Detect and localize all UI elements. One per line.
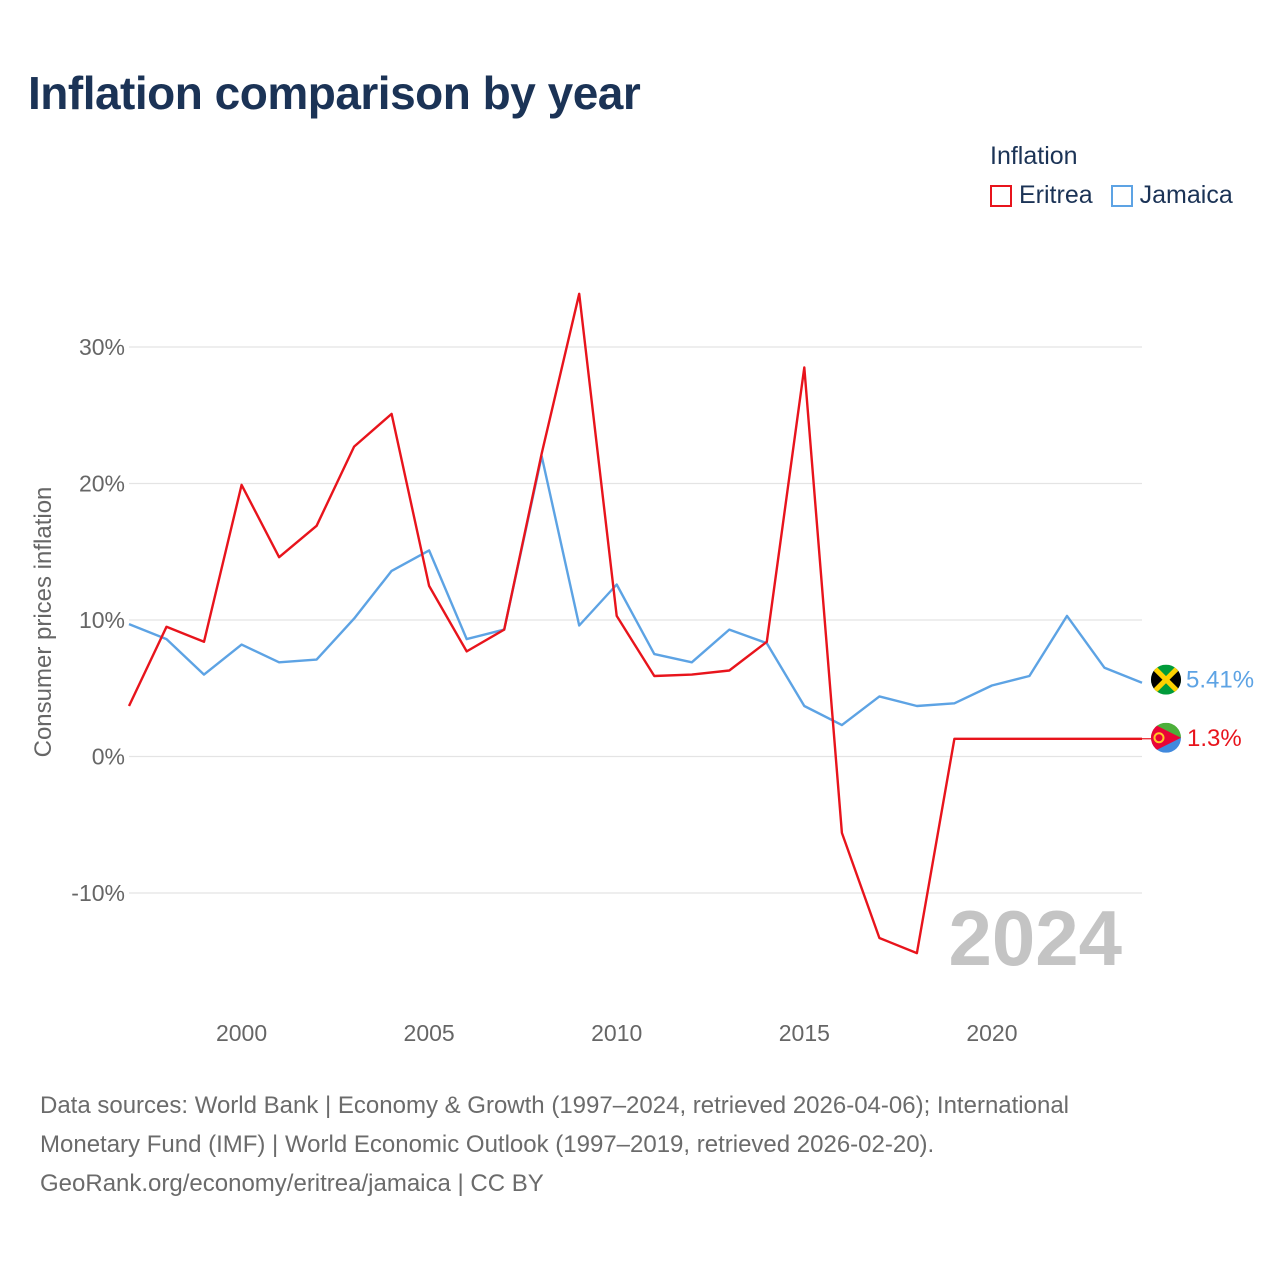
x-tick-label: 2015 (779, 1020, 830, 1046)
y-tick-label: 20% (79, 471, 125, 497)
chart-title: Inflation comparison by year (28, 67, 641, 119)
legend-label-jamaica: Jamaica (1139, 181, 1233, 209)
legend-swatch-eritrea (990, 184, 1012, 207)
footer-line-2: Monetary Fund (IMF) | World Economic Out… (40, 1131, 935, 1158)
x-tick-label: 2000 (216, 1020, 267, 1046)
footer-line-3: GeoRank.org/economy/eritrea/jamaica | CC… (40, 1170, 544, 1197)
y-tick-label: 10% (79, 607, 125, 633)
eritrea-flag-icon (1151, 722, 1181, 753)
y-tick-label: -10% (71, 880, 125, 906)
series-line-jamaica (128, 455, 1143, 727)
legend-item-jamaica[interactable]: Jamaica (1110, 181, 1233, 210)
legend-title: Inflation (990, 142, 1078, 170)
legend: Inflation Eritrea Jamaica (990, 142, 1233, 210)
footer: Data sources: World Bank | Economy & Gro… (40, 1086, 1240, 1203)
series-line-eritrea (127, 292, 1142, 955)
line-chart: -10% 0% 10% 20% 30% 2000 2005 2010 2015 2020 Consu… (30, 292, 1254, 1046)
year-watermark: 2024 (948, 894, 1122, 982)
x-tick-label: 2005 (404, 1020, 455, 1046)
x-tick-label: 2020 (966, 1020, 1017, 1046)
footer-line-1: Data sources: World Bank | Economy & Gro… (40, 1092, 1070, 1119)
legend-label-eritrea: Eritrea (1019, 181, 1093, 209)
y-tick-label: 30% (79, 334, 125, 360)
y-axis-label: Consumer prices inflation (30, 487, 57, 758)
jamaica-end-label: 5.41% (1186, 667, 1254, 694)
x-tick-label: 2010 (591, 1020, 642, 1046)
y-tick-label: 0% (92, 744, 125, 770)
jamaica-flag-icon (1151, 664, 1181, 695)
legend-swatch-jamaica (1110, 184, 1133, 207)
legend-item-eritrea[interactable]: Eritrea (990, 181, 1093, 210)
eritrea-end-label: 1.3% (1187, 725, 1242, 752)
